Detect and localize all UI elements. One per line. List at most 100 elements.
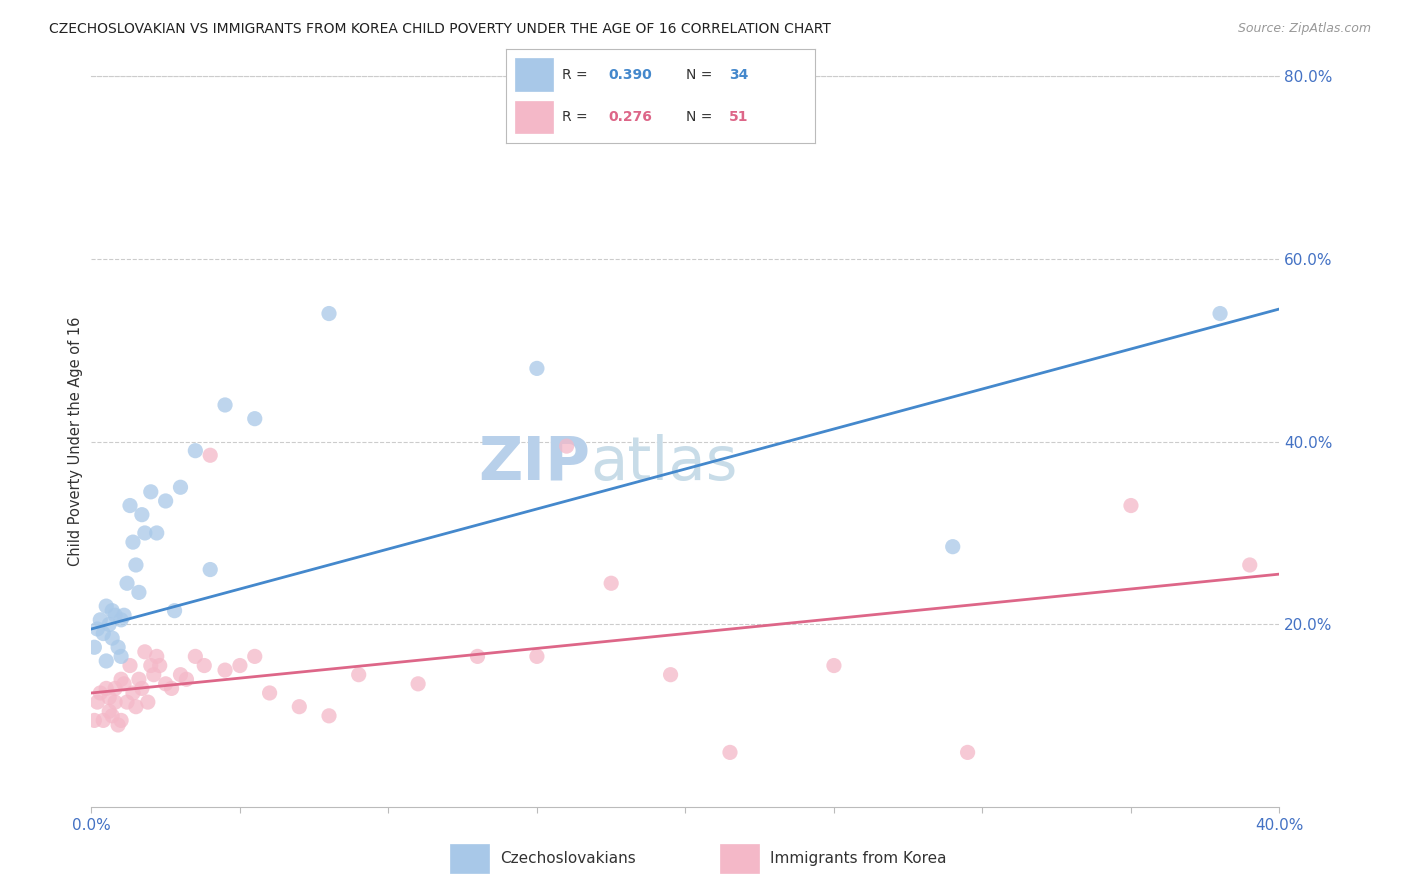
Text: 51: 51: [728, 110, 748, 124]
Text: 0.390: 0.390: [609, 68, 652, 82]
Point: [347, 667, 370, 681]
Point: [160, 681, 183, 696]
Text: CZECHOSLOVAKIAN VS IMMIGRANTS FROM KOREA CHILD POVERTY UNDER THE AGE OF 16 CORRE: CZECHOSLOVAKIAN VS IMMIGRANTS FROM KOREA…: [49, 22, 831, 37]
Point: [163, 604, 186, 618]
Point: [176, 673, 198, 687]
Bar: [720, 844, 759, 873]
Point: [104, 681, 127, 696]
Point: [1209, 307, 1232, 321]
Point: [467, 649, 489, 664]
Point: [86, 695, 108, 709]
Point: [115, 695, 138, 709]
Point: [942, 540, 965, 554]
Bar: [516, 59, 553, 91]
Point: [243, 411, 266, 425]
Text: Czechoslovakians: Czechoslovakians: [501, 851, 637, 866]
Point: [98, 690, 121, 705]
Text: 34: 34: [728, 68, 748, 82]
Point: [145, 649, 167, 664]
Point: [145, 526, 167, 541]
Point: [89, 686, 111, 700]
Point: [112, 608, 135, 623]
Point: [89, 613, 111, 627]
Point: [96, 654, 118, 668]
Point: [101, 604, 124, 618]
Point: [139, 484, 162, 499]
Point: [555, 439, 578, 453]
Y-axis label: Child Poverty Under the Age of 16: Child Poverty Under the Age of 16: [67, 317, 83, 566]
Point: [118, 658, 141, 673]
Point: [136, 695, 159, 709]
Point: [125, 558, 148, 572]
Point: [659, 667, 682, 681]
Point: [101, 631, 124, 645]
Text: ZIP: ZIP: [478, 434, 591, 493]
Point: [128, 585, 150, 599]
Point: [600, 576, 623, 591]
Point: [131, 681, 153, 696]
Point: [96, 681, 118, 696]
Point: [406, 677, 429, 691]
Point: [318, 307, 340, 321]
Point: [214, 663, 236, 677]
Point: [214, 398, 236, 412]
Point: [318, 708, 340, 723]
Point: [125, 699, 148, 714]
Point: [142, 667, 165, 681]
Point: [169, 667, 191, 681]
Point: [83, 640, 105, 655]
Point: [1239, 558, 1261, 572]
Text: N =: N =: [686, 68, 716, 82]
Text: atlas: atlas: [591, 434, 738, 493]
Text: N =: N =: [686, 110, 716, 124]
Point: [107, 640, 129, 655]
Point: [956, 746, 979, 760]
Point: [718, 746, 741, 760]
Bar: [450, 844, 489, 873]
Point: [110, 673, 132, 687]
Point: [128, 673, 150, 687]
Point: [155, 677, 177, 691]
Point: [139, 658, 162, 673]
Point: [200, 448, 222, 462]
Text: Immigrants from Korea: Immigrants from Korea: [770, 851, 948, 866]
Point: [184, 649, 207, 664]
Point: [200, 563, 222, 577]
Point: [122, 686, 145, 700]
Point: [193, 658, 215, 673]
Point: [83, 714, 105, 728]
Text: R =: R =: [562, 68, 596, 82]
Point: [115, 576, 138, 591]
Point: [86, 622, 108, 636]
Point: [243, 649, 266, 664]
Point: [526, 649, 548, 664]
Point: [98, 704, 121, 718]
Point: [288, 699, 311, 714]
Point: [149, 658, 172, 673]
Point: [155, 494, 177, 508]
Point: [110, 649, 132, 664]
Point: [101, 708, 124, 723]
Point: [259, 686, 281, 700]
Point: [131, 508, 153, 522]
Point: [110, 714, 132, 728]
Point: [526, 361, 548, 376]
Text: Source: ZipAtlas.com: Source: ZipAtlas.com: [1237, 22, 1371, 36]
Text: R =: R =: [562, 110, 596, 124]
Point: [104, 695, 127, 709]
Point: [134, 526, 156, 541]
Point: [169, 480, 191, 494]
Point: [96, 599, 118, 614]
Point: [229, 658, 252, 673]
Point: [91, 714, 114, 728]
Point: [107, 718, 129, 732]
Point: [1119, 499, 1142, 513]
Point: [118, 499, 141, 513]
Point: [104, 608, 127, 623]
Point: [112, 677, 135, 691]
Point: [184, 443, 207, 458]
Point: [134, 645, 156, 659]
Point: [98, 617, 121, 632]
Bar: [516, 101, 553, 134]
Text: 0.276: 0.276: [609, 110, 652, 124]
